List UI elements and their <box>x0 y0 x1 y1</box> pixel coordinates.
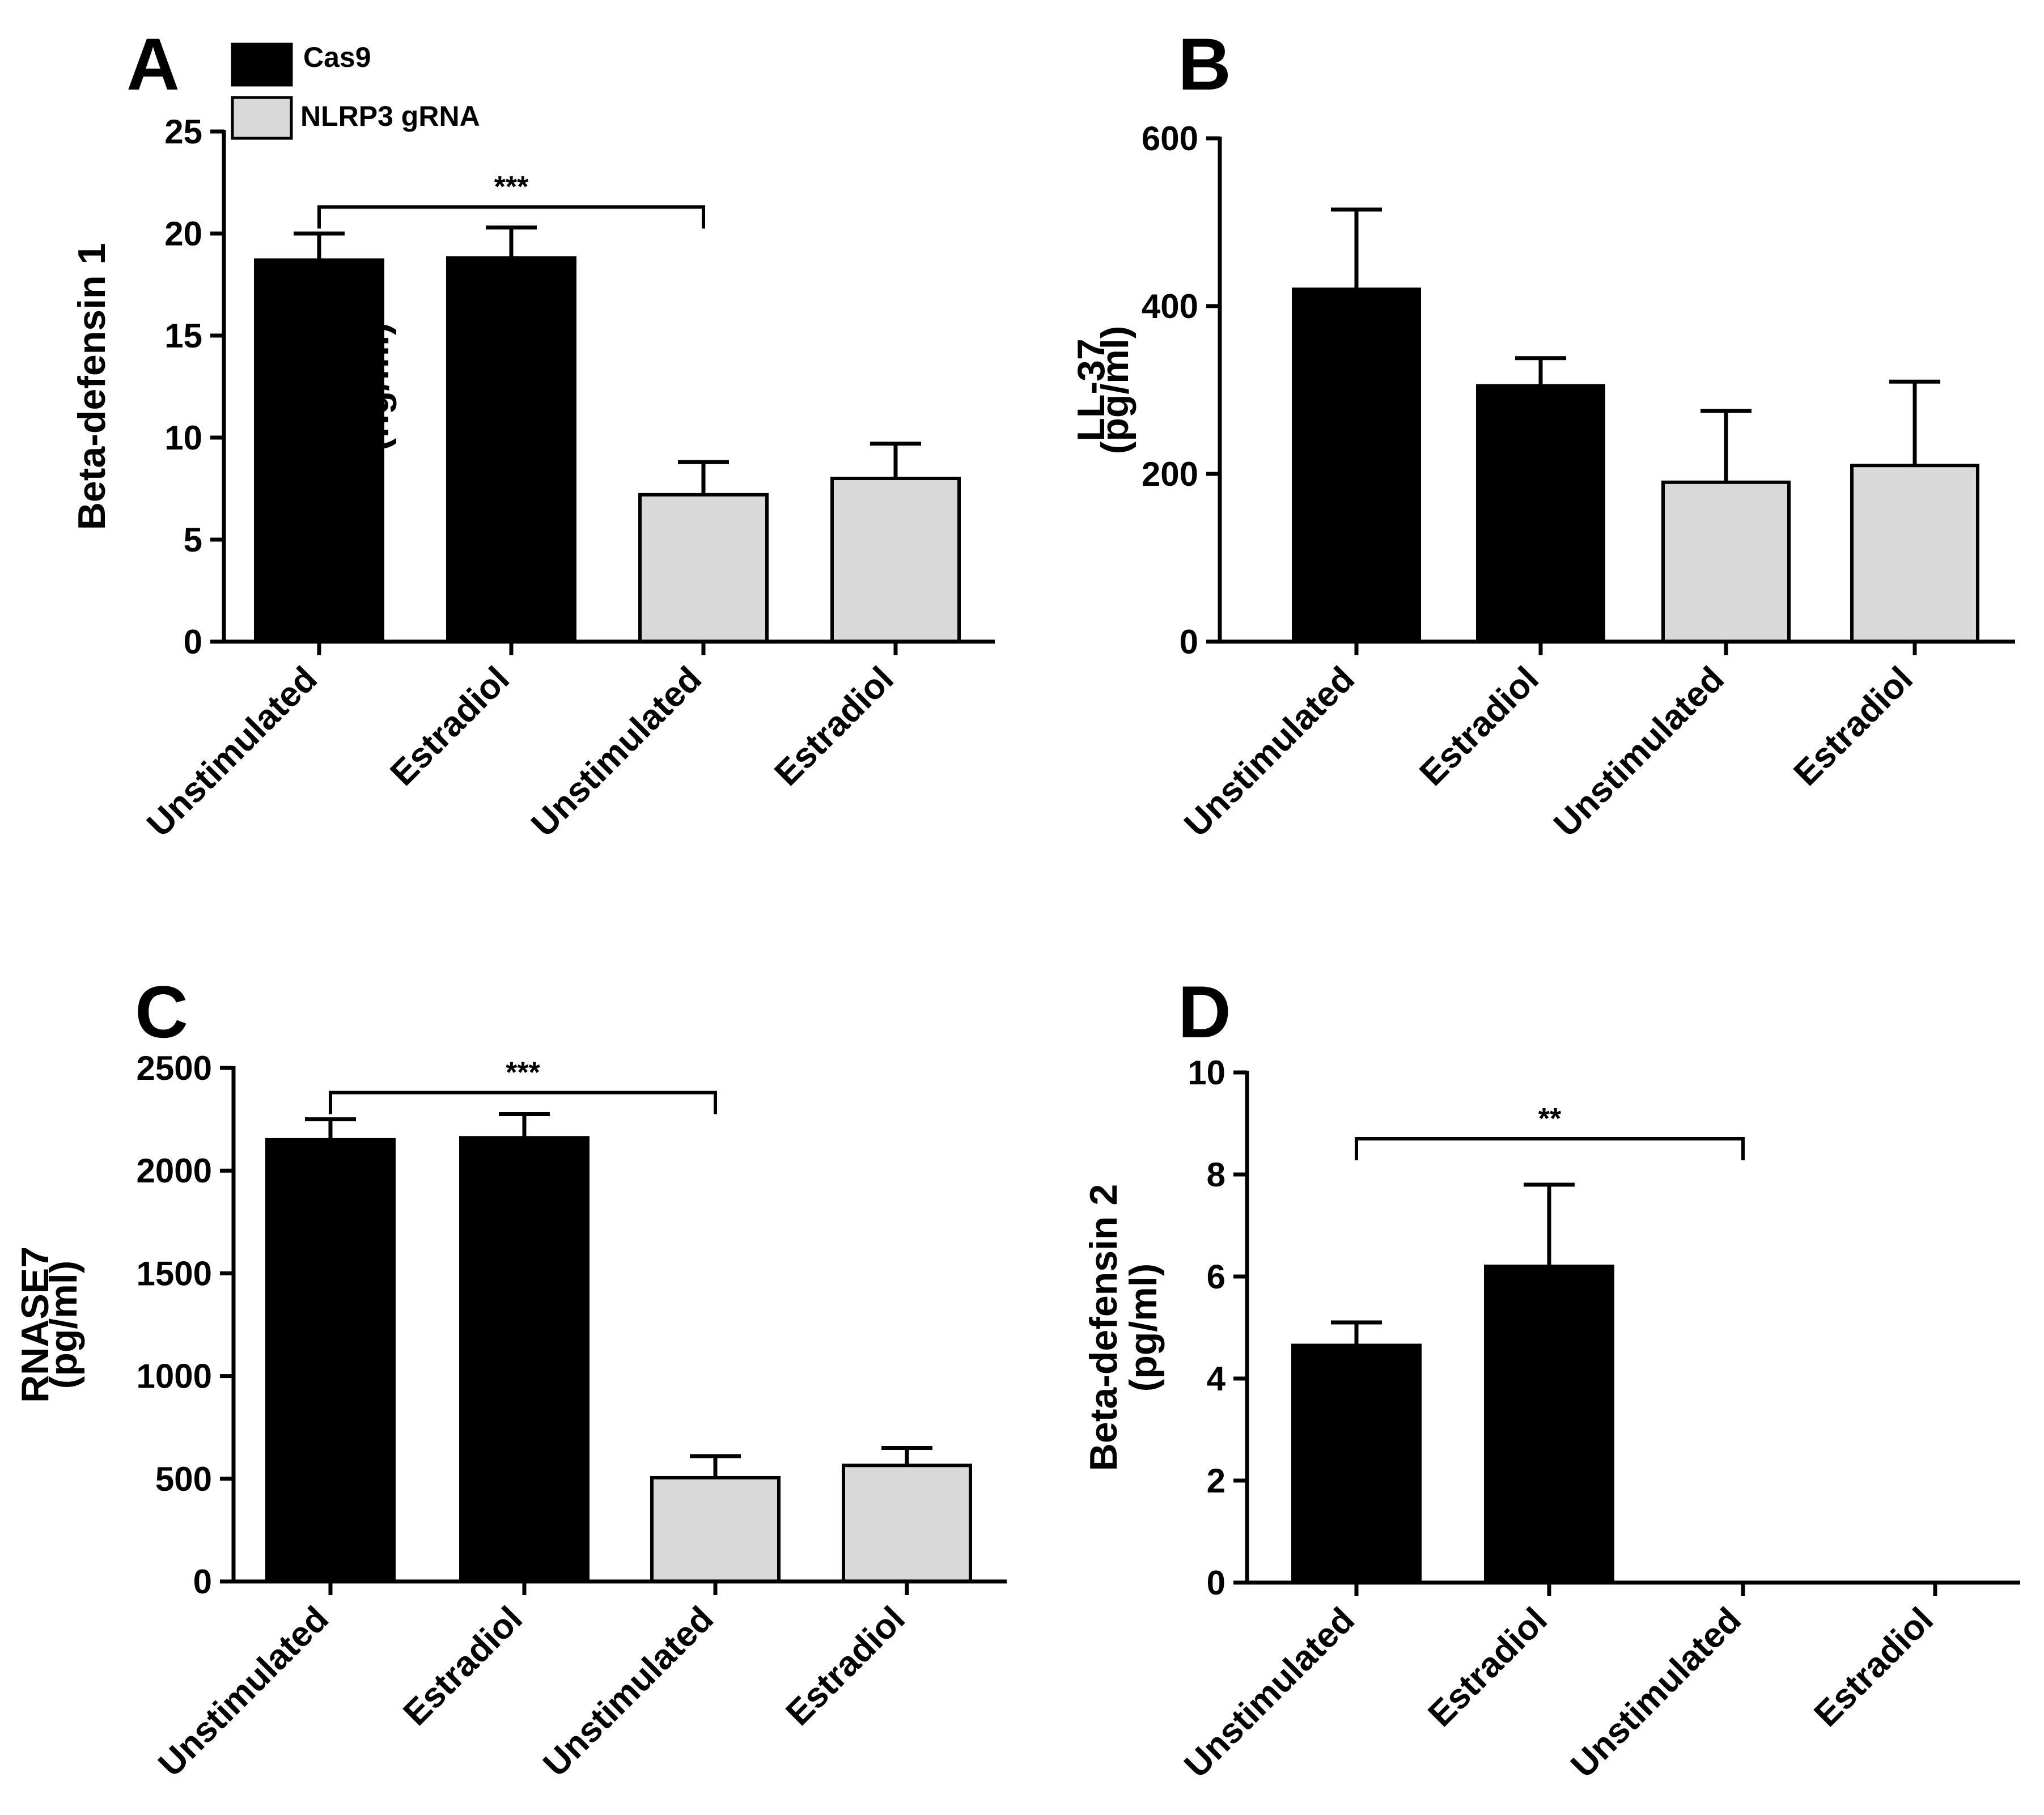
significance-label: ** <box>1538 1102 1562 1135</box>
legend-swatch-nlrp3 <box>231 96 293 140</box>
x-category-label: Unstimulated <box>1177 1600 1362 1785</box>
x-category-label: Unstimulated <box>151 1599 336 1784</box>
x-category-label: Unstimulated <box>1177 659 1362 844</box>
y-tick-label: 1000 <box>137 1358 212 1396</box>
y-axis-title: Beta-defensin 1 <box>70 243 113 530</box>
y-tick-label: 1500 <box>137 1254 212 1292</box>
bar <box>265 1138 396 1583</box>
legend-label-cas9: Cas9 <box>303 41 371 73</box>
y-tick-label: 600 <box>1142 120 1198 158</box>
y-tick-label: 500 <box>155 1460 212 1498</box>
y-tick-label: 0 <box>184 623 202 661</box>
y-tick-label: 15 <box>164 317 202 355</box>
y-axis-title: LL-37 <box>1070 338 1113 441</box>
x-category-label: Unstimulated <box>1546 659 1731 844</box>
panel-letter: B <box>1178 23 1231 105</box>
bar <box>638 493 769 643</box>
x-category-label: Estradiol <box>1413 659 1546 793</box>
bar <box>446 256 576 643</box>
significance-bracket <box>329 1091 717 1114</box>
y-axis-unit: (pg/ml) <box>1122 1263 1165 1392</box>
significance-label: *** <box>494 171 529 203</box>
y-tick-label: 5 <box>184 521 202 559</box>
significance-bracket <box>1355 1137 1745 1160</box>
bar <box>1292 287 1421 643</box>
bar <box>1484 1265 1614 1584</box>
bar <box>650 1475 781 1584</box>
bar <box>1476 384 1605 643</box>
y-axis-unit: (ng/ml) <box>354 323 397 451</box>
y-tick-label: 8 <box>1207 1156 1225 1194</box>
y-tick-label: 2 <box>1207 1462 1225 1500</box>
panel-letter: C <box>135 970 188 1053</box>
legend: Cas9 NLRP3 gRNA <box>231 41 480 140</box>
y-axis-title: Beta-defensin 2 <box>1082 1184 1125 1471</box>
legend-swatch-cas9 <box>231 43 293 87</box>
x-category-label: Estradiol <box>767 659 901 793</box>
x-category-label: Unstimulated <box>536 1599 720 1784</box>
y-tick-label: 2500 <box>137 1049 212 1087</box>
x-category-label: Estradiol <box>383 659 517 793</box>
x-category-label: Estradiol <box>1421 1600 1555 1734</box>
significance-label: *** <box>506 1056 540 1089</box>
y-tick-label: 25 <box>164 113 202 151</box>
y-tick-label: 20 <box>164 215 202 253</box>
panel-letter: A <box>126 23 180 105</box>
y-tick-label: 0 <box>193 1563 212 1601</box>
legend-label-nlrp3: NLRP3 gRNA <box>300 100 480 132</box>
x-category-label: Unstimulated <box>524 659 709 844</box>
x-category-label: Unstimulated <box>1563 1600 1748 1785</box>
x-category-label: Estradiol <box>1807 1600 1941 1734</box>
y-axis-title: RNASE7 <box>14 1246 57 1403</box>
bar <box>254 258 384 643</box>
y-axis-unit: (pg/ml) <box>42 1261 85 1389</box>
y-tick-label: 6 <box>1207 1258 1225 1296</box>
bar <box>842 1464 972 1583</box>
y-axis-unit: (pg/ml) <box>1093 326 1137 455</box>
y-tick-label: 400 <box>1142 287 1198 325</box>
x-category-label: Estradiol <box>396 1599 530 1733</box>
bar <box>1291 1343 1422 1584</box>
y-tick-label: 0 <box>1180 623 1198 661</box>
bar <box>459 1136 590 1583</box>
y-tick-label: 10 <box>1188 1054 1225 1092</box>
x-category-label: Estradiol <box>779 1599 913 1733</box>
y-tick-label: 4 <box>1207 1360 1226 1398</box>
bar <box>1850 464 1979 643</box>
y-tick-label: 10 <box>164 419 202 457</box>
bar <box>830 477 961 643</box>
y-tick-label: 2000 <box>137 1152 212 1190</box>
bar <box>1661 480 1791 643</box>
y-tick-label: 200 <box>1142 455 1198 493</box>
significance-bracket <box>317 205 705 229</box>
panel-letter: D <box>1178 970 1231 1053</box>
x-category-label: Unstimulated <box>139 659 324 844</box>
y-tick-label: 0 <box>1207 1564 1225 1602</box>
x-category-label: Estradiol <box>1787 659 1920 793</box>
